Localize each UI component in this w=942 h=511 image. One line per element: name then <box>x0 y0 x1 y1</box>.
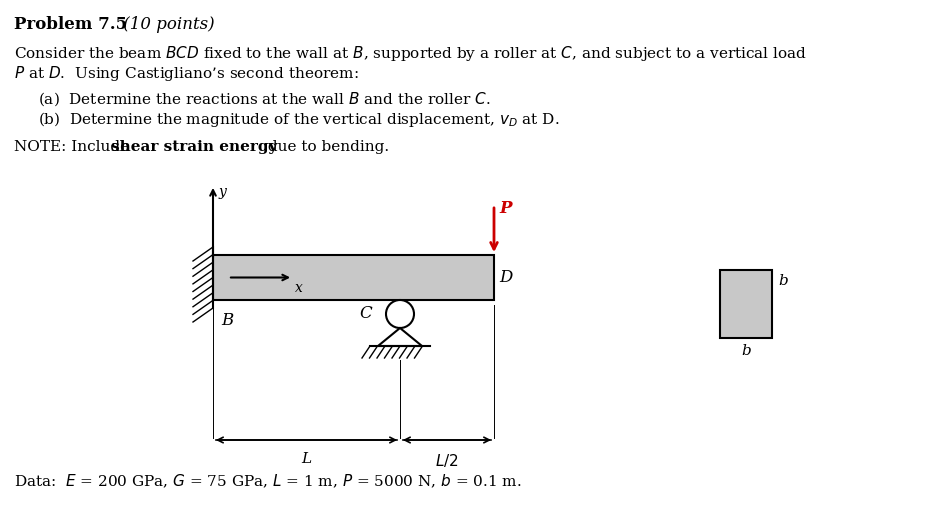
Bar <box>213 255 494 300</box>
Text: (b)  Determine the magnitude of the vertical displacement, $v_D$ at D.: (b) Determine the magnitude of the verti… <box>38 110 560 129</box>
Text: Problem 7.5: Problem 7.5 <box>14 16 127 33</box>
Text: (10 points): (10 points) <box>118 16 215 33</box>
Text: P: P <box>499 200 512 217</box>
Bar <box>720 270 772 338</box>
Text: C: C <box>359 306 372 322</box>
Text: b: b <box>741 344 751 358</box>
Text: $L/2$: $L/2$ <box>435 452 459 469</box>
Text: $P$ at $D$.  Using Castigliano’s second theorem:: $P$ at $D$. Using Castigliano’s second t… <box>14 64 359 83</box>
Text: due to bending.: due to bending. <box>263 140 389 154</box>
Text: B: B <box>221 312 234 329</box>
Text: x: x <box>295 281 303 294</box>
Text: NOTE: Include: NOTE: Include <box>14 140 134 154</box>
Text: D: D <box>499 269 512 286</box>
Text: shear strain energy: shear strain energy <box>111 140 277 154</box>
Text: Consider the beam $BCD$ fixed to the wall at $B$, supported by a roller at $C$, : Consider the beam $BCD$ fixed to the wal… <box>14 44 807 63</box>
Polygon shape <box>378 328 422 346</box>
Text: L: L <box>301 452 312 466</box>
Text: (a)  Determine the reactions at the wall $B$ and the roller $C$.: (a) Determine the reactions at the wall … <box>38 90 491 108</box>
Text: b: b <box>778 274 788 288</box>
Text: y: y <box>219 185 227 199</box>
Text: Data:  $E$ = 200 GPa, $G$ = 75 GPa, $L$ = 1 m, $P$ = 5000 N, $b$ = 0.1 m.: Data: $E$ = 200 GPa, $G$ = 75 GPa, $L$ =… <box>14 473 522 490</box>
Circle shape <box>386 300 414 328</box>
